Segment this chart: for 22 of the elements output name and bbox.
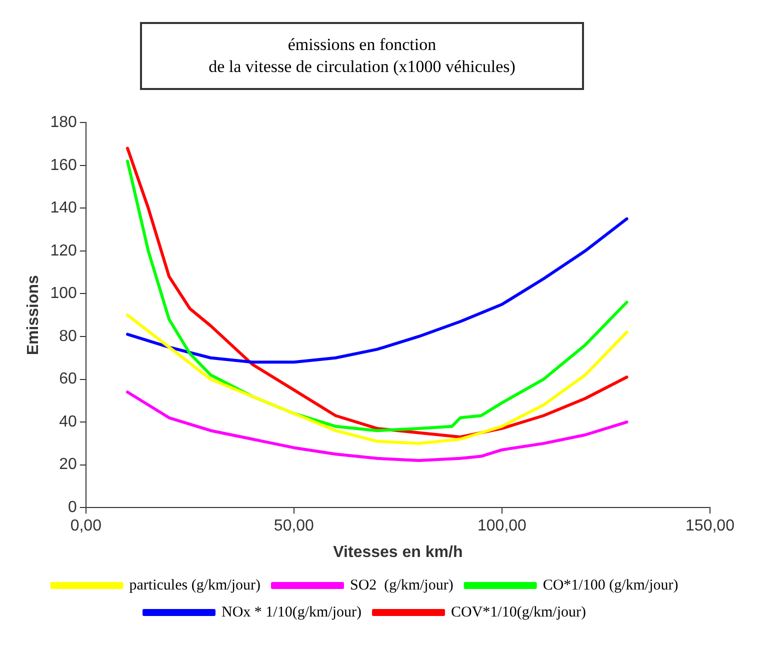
legend-label: SO2 (g/km/jour) [350,577,454,594]
y-tick-label: 0 [68,499,77,516]
y-tick-label: 60 [59,370,77,388]
legend-label: NOx * 1/10(g/km/jour) [222,604,362,620]
x-tick-label: 150,00 [686,518,735,535]
y-tick-label: 140 [50,200,77,217]
y-tick-label: 180 [50,114,77,132]
chart-title: émissions en fonction de la vitesse de circulation (x1000 véhicules) [140,22,584,90]
y-tick-label: 40 [59,413,77,430]
x-tick-label: 0,00 [70,518,102,535]
legend-label: COV*1/10(g/km/jour) [451,604,586,620]
legend-label: particules (g/km/jour) [129,577,260,594]
y-tick-label: 20 [59,456,77,474]
x-axis-title: Vitesses en km/h [333,544,463,561]
y-tick-label: 160 [50,156,77,174]
legend-label: CO*1/100 (g/km/jour) [542,577,678,594]
y-tick-label: 120 [50,242,77,260]
y-tick-label: 100 [50,285,77,302]
x-tick-label: 100,00 [477,518,527,535]
x-tick-label: 50,00 [274,518,314,535]
y-axis-title: Emissions [25,274,42,356]
y-tick-label: 80 [59,328,77,345]
